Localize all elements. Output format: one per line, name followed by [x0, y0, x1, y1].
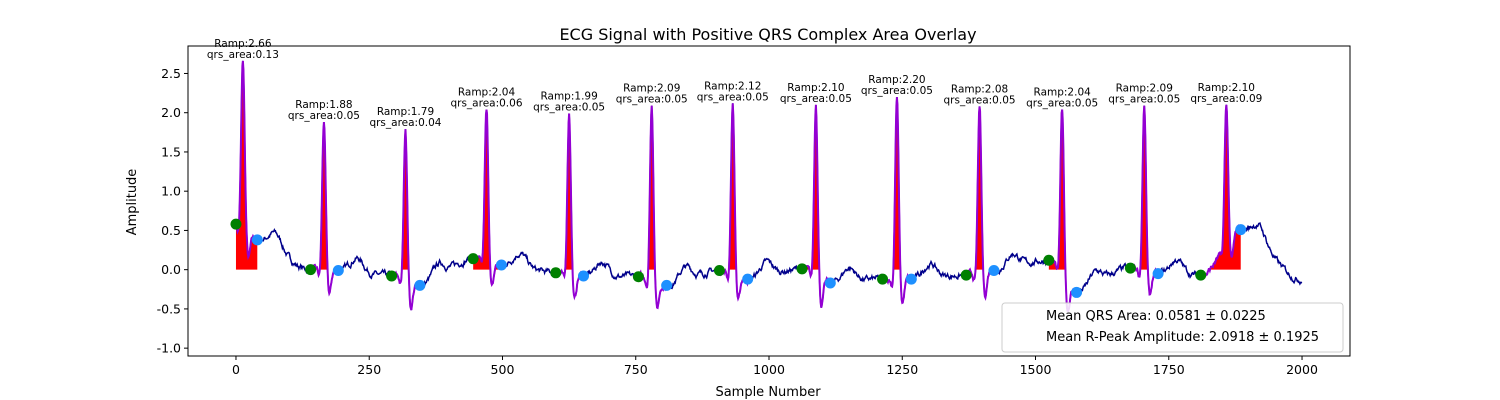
- qrs-onset-marker: [305, 264, 317, 276]
- legend-box: [1001, 302, 1344, 353]
- qrs-offset-marker: [414, 279, 426, 291]
- x-tick-label: 1750: [1153, 362, 1185, 377]
- qrs-offset-marker: [578, 270, 590, 282]
- peak-annotation: qrs_area:0.05: [616, 94, 688, 106]
- x-tick-label: 500: [491, 362, 515, 377]
- peak-annotation: Ramp:2.09: [623, 83, 680, 95]
- peak-annotation: qrs_area:0.13: [207, 49, 279, 61]
- qrs-onset-marker: [713, 264, 725, 276]
- peak-annotation: qrs_area:0.05: [1108, 94, 1180, 106]
- qrs-onset-marker: [230, 218, 242, 230]
- peak-annotation: qrs_area:0.09: [1190, 93, 1262, 105]
- peak-annotation: qrs_area:0.05: [944, 94, 1016, 106]
- peak-annotation: Ramp:2.10: [1198, 82, 1255, 94]
- qrs-area-fill: [1048, 109, 1077, 270]
- peak-annotation: qrs_area:0.04: [369, 117, 441, 129]
- peak-annotation: Ramp:1.88: [295, 99, 352, 111]
- qrs-offset-marker: [1152, 268, 1164, 280]
- y-tick-label: 2.5: [161, 66, 181, 81]
- y-tick-label: 1.5: [161, 144, 181, 159]
- qrs-onset-marker: [1043, 254, 1055, 266]
- y-tick-label: 0.5: [161, 223, 181, 238]
- y-tick-label: 1.0: [161, 184, 181, 199]
- qrs-onset-marker: [632, 271, 644, 283]
- legend-entry: Mean QRS Area: 0.0581 ± 0.0225: [1046, 309, 1266, 324]
- qrs-area-fill: [391, 129, 420, 270]
- qrs-area-fill: [882, 97, 912, 270]
- qrs-offset-marker: [332, 264, 344, 276]
- qrs-onset-marker: [550, 267, 562, 279]
- legend-entry: Mean R-Peak Amplitude: 2.0918 ± 0.1925: [1046, 330, 1319, 345]
- qrs-area-fill: [473, 109, 502, 270]
- y-tick-label: -0.5: [157, 301, 181, 316]
- qrs-offset-marker: [1071, 286, 1083, 298]
- qrs-segment-line: [1199, 104, 1242, 281]
- legend: Mean QRS Area: 0.0581 ± 0.0225 Mean R-Pe…: [1001, 302, 1344, 353]
- qrs-area-fill: [966, 106, 994, 270]
- qrs-offset-marker: [988, 264, 1000, 276]
- peak-annotation: qrs_area:0.05: [697, 91, 769, 103]
- qrs-offset-marker: [824, 277, 836, 289]
- x-tick-label: 1500: [1020, 362, 1052, 377]
- qrs-offset-marker: [1235, 224, 1247, 236]
- qrs-offset-marker: [251, 234, 263, 246]
- peak-annotation: Ramp:2.04: [458, 87, 516, 99]
- peak-annotation: qrs_area:0.05: [533, 101, 605, 113]
- qrs-area-fill: [1130, 105, 1159, 270]
- qrs-offset-marker: [495, 259, 507, 271]
- peak-annotation: Ramp:2.08: [951, 83, 1008, 95]
- qrs-offset-marker: [905, 273, 917, 285]
- chart-title: ECG Signal with Positive QRS Complex Are…: [559, 25, 976, 44]
- peak-annotation: qrs_area:0.05: [1026, 98, 1098, 110]
- x-axis-label: Sample Number: [715, 385, 821, 400]
- peak-annotation: Ramp:2.04: [1034, 87, 1092, 99]
- x-tick-label: 1250: [886, 362, 918, 377]
- peak-annotation: qrs_area:0.05: [780, 93, 852, 105]
- y-axis-label: Amplitude: [125, 169, 140, 236]
- peak-annotation: Ramp:1.99: [540, 90, 597, 102]
- axes: 0 250 500 750 1000 1250 1500 1750 2000 -1.0 -0.5 0.…: [157, 45, 1351, 377]
- qrs-onset-marker: [467, 253, 479, 265]
- plot-area: Ramp:2.66qrs_area:0.13Ramp:1.88qrs_area:…: [207, 38, 1303, 313]
- peak-annotation: Ramp:2.12: [704, 80, 761, 92]
- qrs-area-fill: [555, 113, 584, 270]
- qrs-onset-marker: [1195, 269, 1207, 281]
- qrs-offset-marker: [661, 279, 673, 291]
- qrs-onset-marker: [1124, 262, 1136, 274]
- qrs-area-fill: [235, 60, 258, 270]
- qrs-offset-marker: [742, 273, 754, 285]
- x-tick-label: 2000: [1286, 362, 1318, 377]
- qrs-area-fill: [310, 122, 339, 270]
- qrs-onset-marker: [796, 263, 808, 275]
- y-tick-label: -1.0: [157, 341, 181, 356]
- qrs-area-fill: [719, 103, 748, 270]
- peak-annotation: Ramp:2.09: [1116, 83, 1173, 95]
- y-tick-label: 2.0: [161, 105, 181, 120]
- peak-annotation: qrs_area:0.05: [861, 85, 933, 97]
- x-tick-label: 1000: [753, 362, 785, 377]
- peak-annotation: qrs_area:0.05: [288, 110, 360, 122]
- qrs-onset-marker: [386, 270, 398, 282]
- x-tick-label: 750: [624, 362, 648, 377]
- peak-annotation: Ramp:2.66: [214, 38, 272, 50]
- qrs-onset-marker: [960, 269, 972, 281]
- peak-annotation: Ramp:1.79: [377, 106, 434, 118]
- peak-annotation: qrs_area:0.06: [450, 98, 522, 110]
- peak-annotation: Ramp:2.10: [787, 82, 844, 94]
- x-tick-label: 250: [357, 362, 381, 377]
- qrs-area-fill: [1200, 104, 1241, 270]
- x-tick-label: 0: [232, 362, 240, 377]
- y-tick-label: 0.0: [161, 262, 181, 277]
- peak-annotation: Ramp:2.20: [868, 74, 925, 86]
- qrs-area-fill: [802, 104, 831, 270]
- qrs-onset-marker: [877, 273, 889, 285]
